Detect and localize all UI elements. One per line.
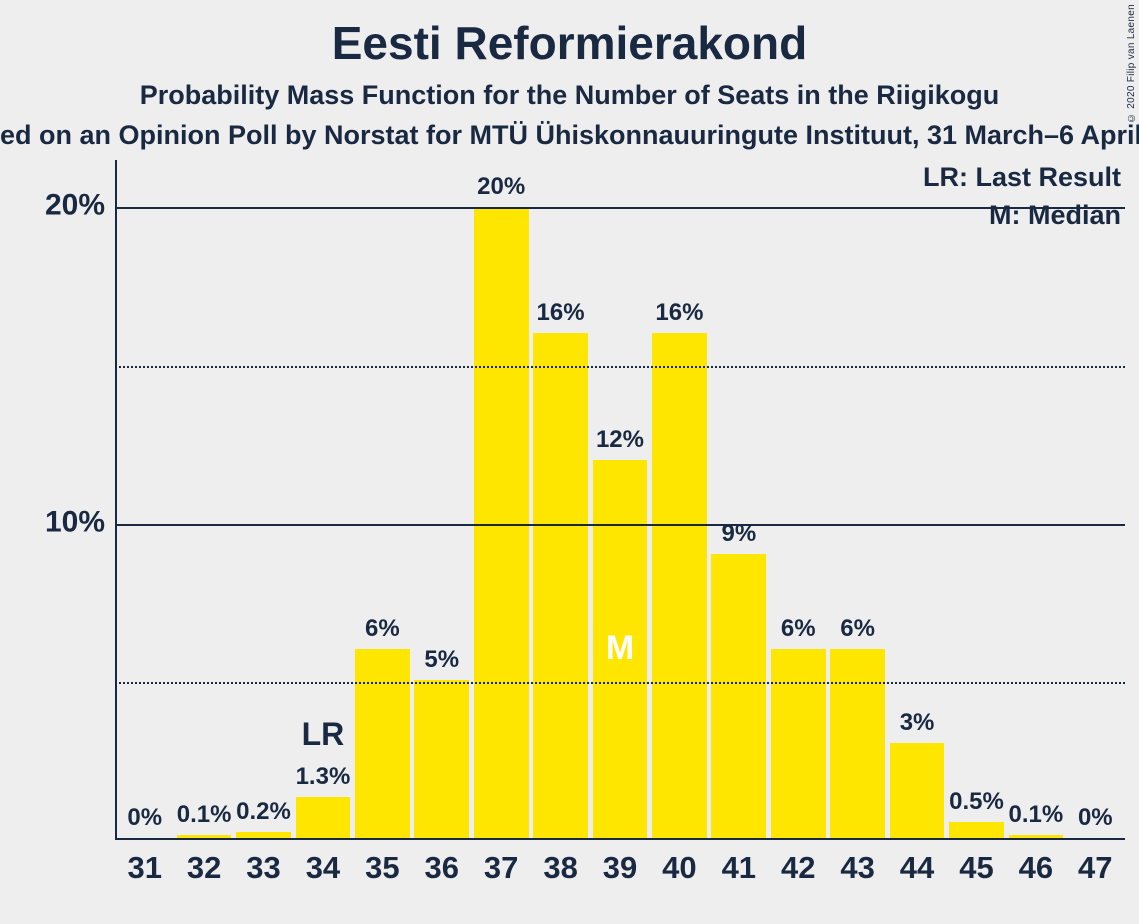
bars-layer: 0%0.1%0.2%1.3%LR6%5%20%16%12%M16%9%6%6%3…: [115, 160, 1125, 838]
x-tick-label: 32: [187, 850, 221, 886]
bar-value-label: 1.3%: [286, 763, 361, 791]
x-tick-label: 45: [959, 850, 993, 886]
bar: [533, 333, 588, 838]
x-tick-label: 42: [781, 850, 815, 886]
x-tick-label: 34: [306, 850, 340, 886]
bar: [949, 822, 1004, 838]
poll-source-line: ed on an Opinion Poll by Norstat for MTÜ…: [0, 120, 1139, 151]
bar: [296, 797, 351, 838]
bar: [355, 649, 410, 838]
bar-value-label: 6%: [820, 615, 895, 643]
bar: [830, 649, 885, 838]
x-tick-label: 35: [365, 850, 399, 886]
x-axis-labels: 31 32 33 34 35 36 37 38 39 40 41 42 43 44 45 46 47: [115, 850, 1125, 900]
bar: [474, 207, 529, 838]
x-tick-label: 40: [662, 850, 696, 886]
bar: [652, 333, 707, 838]
grid-major-line: [115, 207, 1125, 209]
median-marker: M: [583, 629, 658, 668]
last-result-marker: LR: [286, 716, 361, 753]
bar-value-label: 16%: [642, 299, 717, 327]
grid-minor-line: [115, 682, 1125, 684]
bar-value-label: 16%: [523, 299, 598, 327]
bar: [890, 743, 945, 838]
x-tick-label: 36: [425, 850, 459, 886]
bar: [1009, 835, 1064, 838]
x-tick-label: 31: [127, 850, 161, 886]
bar: [236, 832, 291, 838]
x-tick-label: 43: [840, 850, 874, 886]
grid-minor-line: [115, 366, 1125, 368]
x-tick-label: 41: [722, 850, 756, 886]
bar: [771, 649, 826, 838]
x-tick-label: 46: [1019, 850, 1053, 886]
bar-value-label: 6%: [345, 615, 420, 643]
grid-major-line: [115, 524, 1125, 526]
x-axis-line: [115, 838, 1125, 840]
y-tick-label: 20%: [20, 189, 105, 223]
x-tick-label: 38: [543, 850, 577, 886]
bar: [177, 835, 232, 838]
x-tick-label: 33: [246, 850, 280, 886]
bar-value-label: 20%: [464, 173, 539, 201]
x-tick-label: 44: [900, 850, 934, 886]
bar-value-label: 3%: [880, 709, 955, 737]
bar-value-label: 0.2%: [226, 798, 301, 826]
bar-value-label: 12%: [583, 426, 658, 454]
page-title: Eesti Reformierakond: [0, 16, 1139, 70]
chart-subtitle: Probability Mass Function for the Number…: [0, 80, 1139, 111]
chart-plot-area: 0%0.1%0.2%1.3%LR6%5%20%16%12%M16%9%6%6%3…: [115, 160, 1125, 840]
bar: [711, 554, 766, 838]
bar: [414, 680, 469, 838]
bar-value-label: 0%: [1058, 804, 1133, 832]
y-tick-label: 10%: [20, 505, 105, 539]
x-tick-label: 47: [1078, 850, 1112, 886]
x-tick-label: 39: [603, 850, 637, 886]
bar-value-label: 5%: [404, 646, 479, 674]
x-tick-label: 37: [484, 850, 518, 886]
